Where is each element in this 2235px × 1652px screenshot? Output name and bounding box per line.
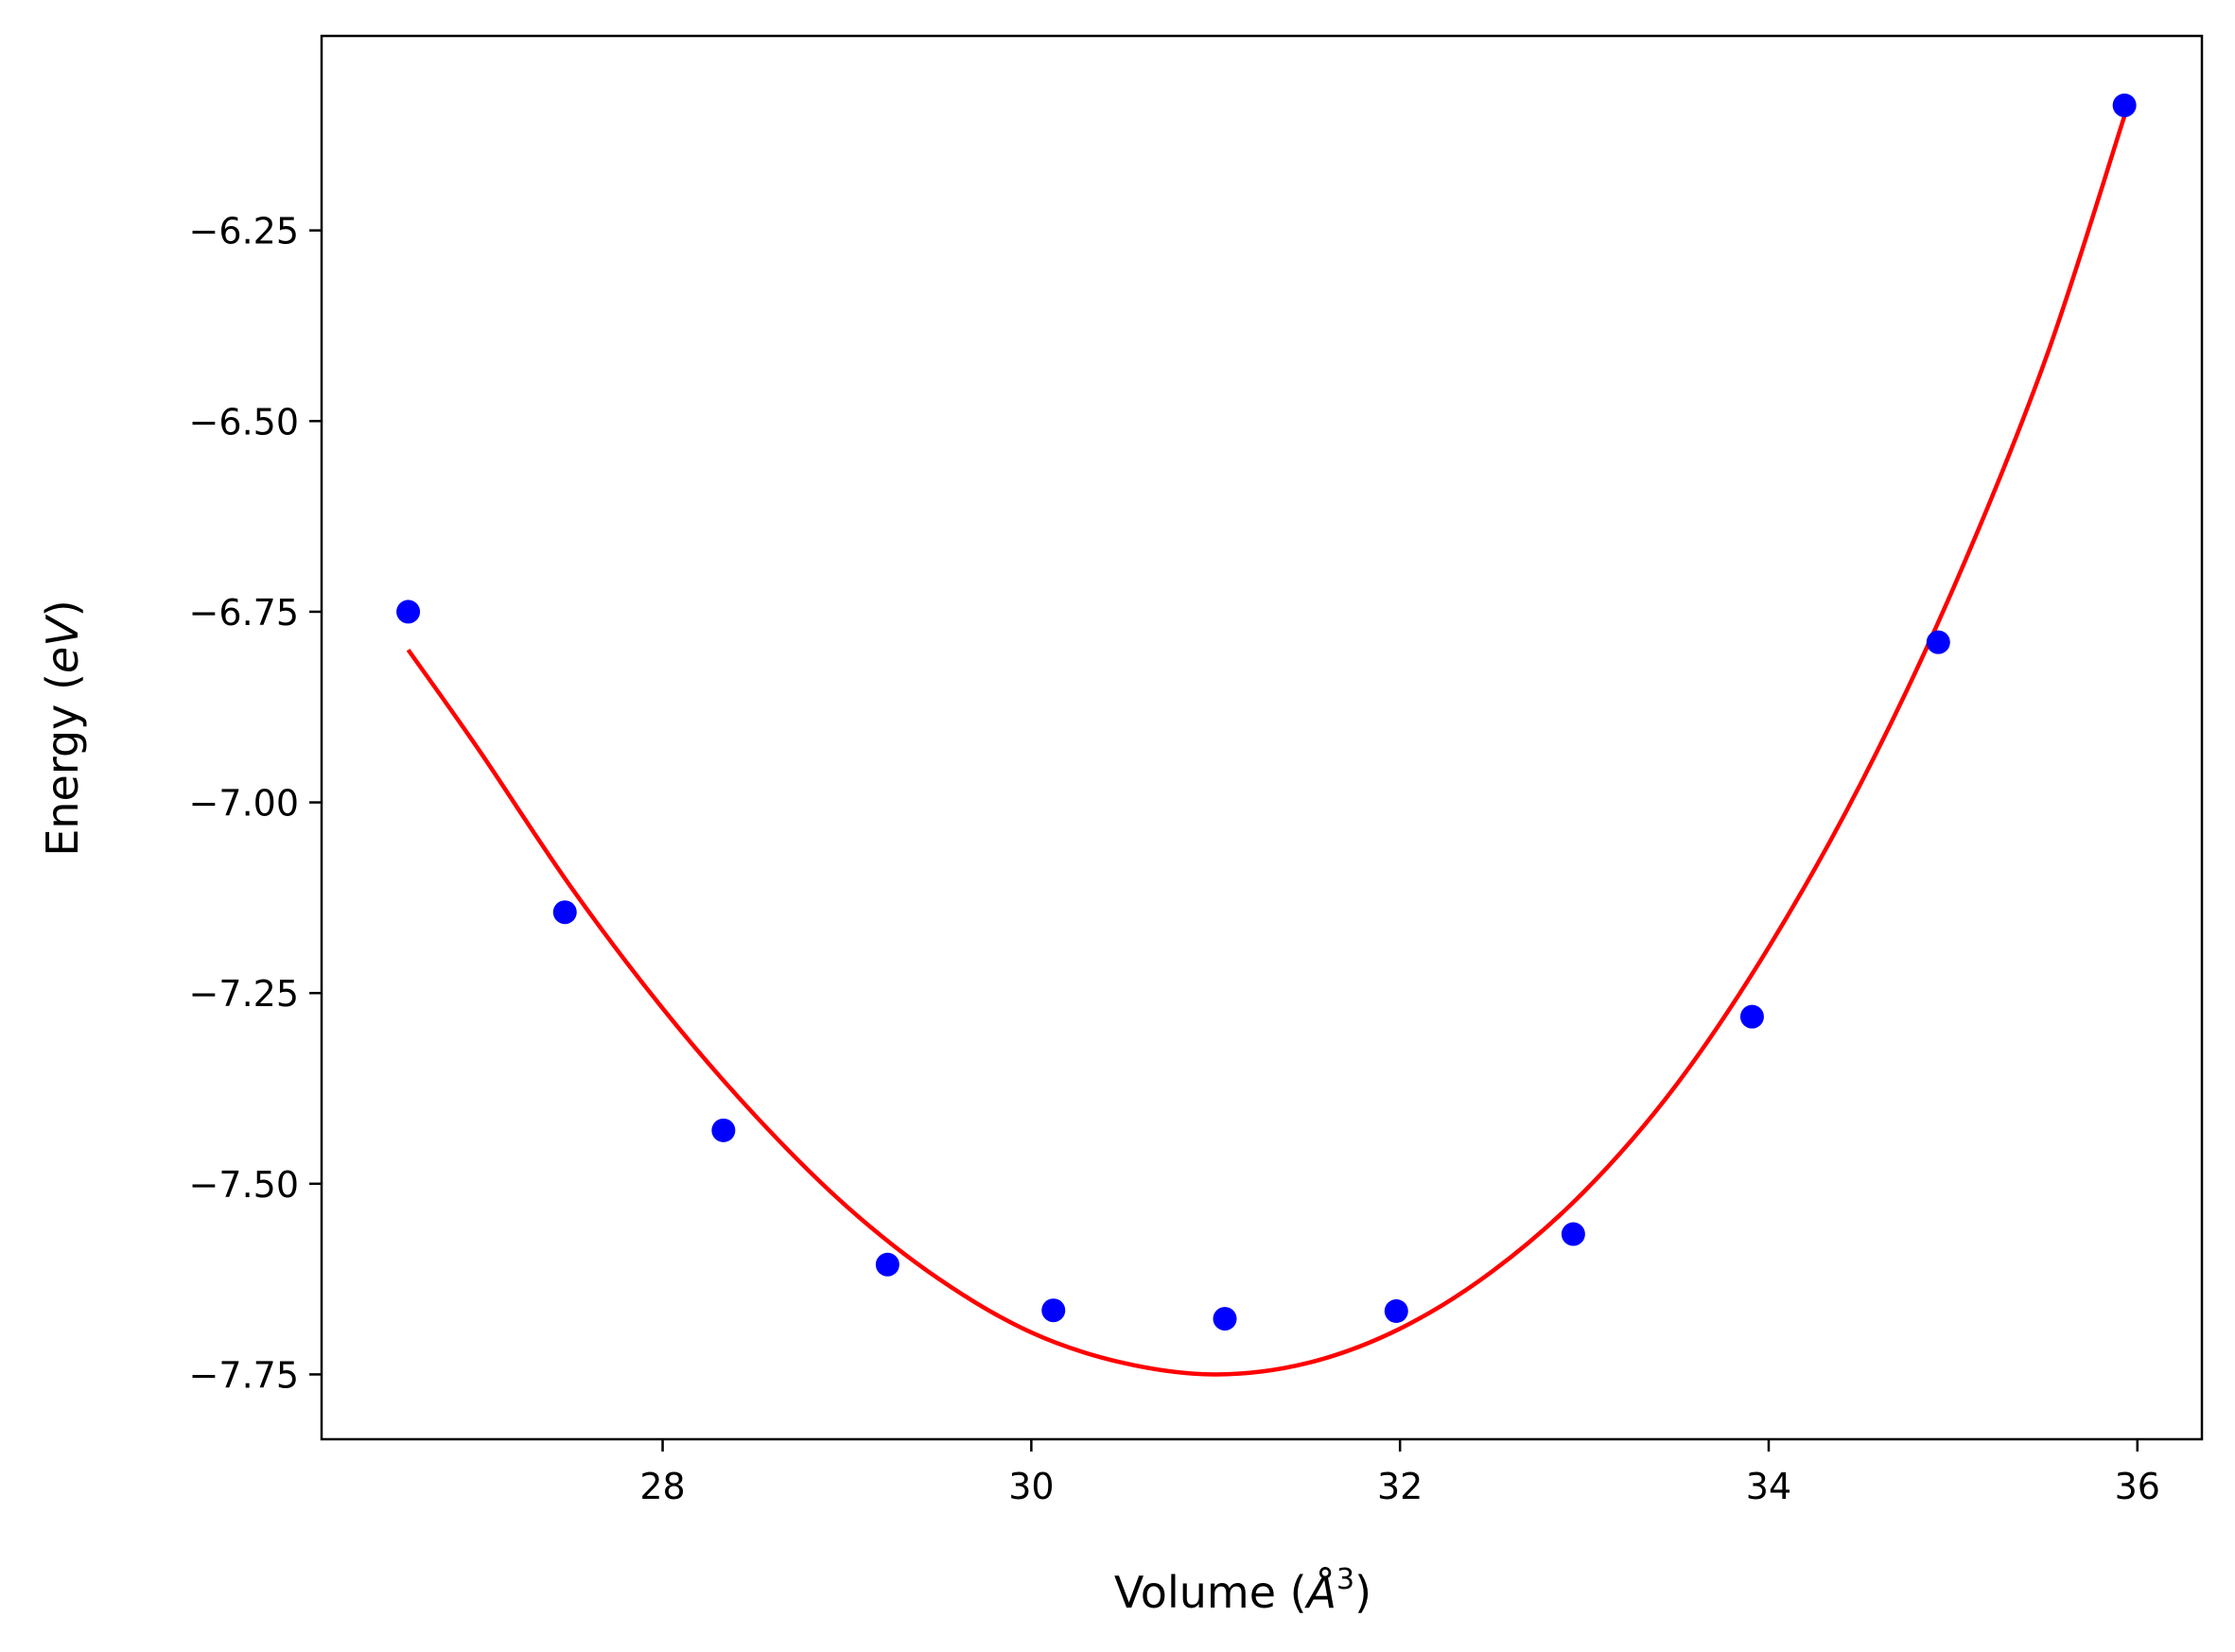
y-tick-label: −7.75 (189, 1354, 299, 1396)
data-point (552, 900, 577, 925)
x-axis-label: Volume (Å3) (1114, 1563, 1371, 1618)
x-tick-label: 28 (639, 1466, 685, 1507)
plot-area (320, 34, 2204, 1441)
y-axis-label-prefix: Energy ( (37, 673, 88, 857)
x-axis-label-prefix: Volume ( (1114, 1567, 1307, 1618)
x-axis-label-power: 3 (1336, 1563, 1354, 1596)
data-point (396, 600, 421, 624)
y-tick-label: −6.50 (189, 401, 299, 443)
data-point (1739, 1004, 1764, 1029)
y-tick-label: −7.25 (189, 973, 299, 1015)
x-axis-label-unit: Å (1304, 1567, 1336, 1618)
data-point (1561, 1222, 1585, 1246)
fit-curve-line (406, 114, 2127, 1377)
y-tick-label: −7.00 (189, 783, 299, 825)
x-tick-label: 30 (1008, 1466, 1054, 1507)
y-axis-label-unit: eV (37, 614, 88, 673)
x-axis-ticks: 28 30 32 34 36 (639, 1439, 2160, 1507)
y-tick-label: −7.50 (189, 1164, 299, 1206)
data-point (1926, 630, 1950, 654)
y-axis-label: Energy (eV) (37, 600, 88, 856)
x-axis-label-suffix: ) (1354, 1567, 1371, 1618)
data-point (2112, 93, 2137, 117)
data-point (711, 1118, 736, 1142)
fit-curve-layer (406, 114, 2127, 1377)
y-tick-label: −6.25 (189, 211, 299, 252)
data-point (1041, 1298, 1066, 1323)
y-axis-label-suffix: ) (37, 600, 88, 617)
x-tick-label: 32 (1377, 1466, 1423, 1507)
data-point (1213, 1307, 1237, 1331)
y-tick-label: −6.75 (189, 592, 299, 634)
axes-frame (320, 34, 2204, 1441)
x-tick-label: 34 (1746, 1466, 1791, 1507)
data-point (1384, 1299, 1408, 1324)
data-points-layer (396, 93, 2137, 1331)
x-tick-label: 36 (2115, 1466, 2160, 1507)
data-point (875, 1252, 899, 1277)
y-axis-ticks: −6.25 −6.50 −6.75 −7.00 −7.25 −7.50 −7.75 (189, 211, 322, 1396)
